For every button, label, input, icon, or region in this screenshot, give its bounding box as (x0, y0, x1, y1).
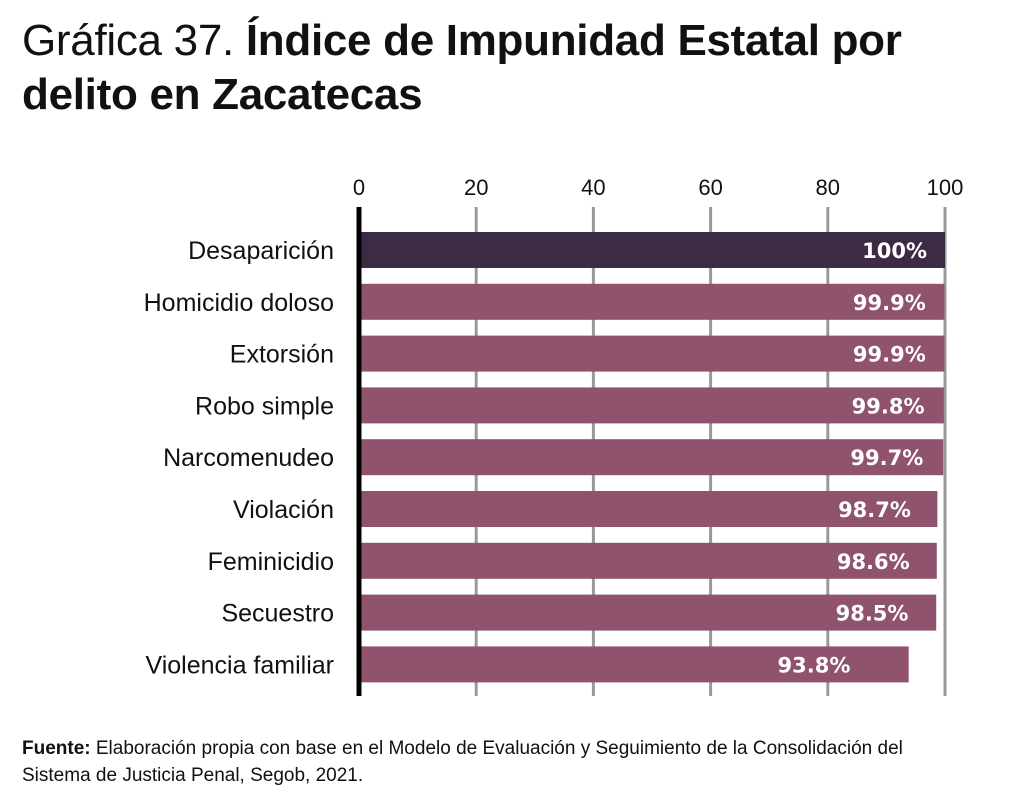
chart-title-lead: Gráfica 37. (22, 16, 234, 65)
bar (359, 491, 938, 527)
category-label: Violencia familiar (145, 651, 334, 679)
x-tick-label: 60 (698, 175, 722, 200)
x-axis-ticks: 0 20 40 60 80 100 (353, 175, 963, 200)
value-label: 99.9% (853, 343, 926, 367)
category-label: Robo simple (195, 392, 334, 420)
source-text: Elaboración propia con base en el Modelo… (22, 738, 903, 786)
value-label: 93.8% (778, 653, 851, 677)
chart-title-main: Índice de Impunidad Estatal por delito e… (22, 16, 902, 119)
bar (359, 232, 945, 268)
bar (359, 542, 937, 579)
x-tick-label: 40 (581, 175, 605, 200)
source-note: Fuente: Elaboración propia con base en e… (22, 735, 922, 789)
bar (359, 283, 945, 320)
bar (359, 646, 909, 683)
value-labels: 100% 99.9% 99.9% 99.8% 99.7% 98.7% 98.6% 98.5% 9… (778, 239, 927, 677)
category-label: Secuestro (221, 600, 334, 628)
bar (359, 594, 937, 631)
category-label: Feminicidio (208, 548, 334, 576)
category-label: Desaparición (188, 237, 334, 265)
source-label: Fuente: (22, 738, 91, 759)
bar (359, 387, 944, 424)
value-label: 100% (862, 239, 927, 263)
value-label: 98.5% (836, 602, 909, 626)
bar (359, 439, 944, 476)
value-label: 99.8% (852, 394, 925, 418)
bar (359, 335, 945, 372)
value-label: 99.9% (853, 291, 926, 315)
bars (359, 232, 945, 683)
category-label: Violación (233, 496, 334, 524)
value-label: 99.7% (850, 446, 923, 470)
category-label: Homicidio doloso (144, 289, 334, 317)
category-label: Narcomenudeo (163, 444, 334, 472)
category-labels: Desaparición Homicidio doloso Extorsión Rob… (144, 237, 334, 679)
chart-title: Gráfica 37. Índice de Impunidad Estatal … (22, 14, 1020, 122)
x-tick-label: 80 (816, 175, 840, 200)
x-tick-label: 100 (927, 175, 964, 200)
x-tick-label: 20 (464, 175, 488, 200)
value-label: 98.7% (838, 498, 911, 522)
value-label: 98.6% (837, 550, 910, 574)
x-tick-label: 0 (353, 175, 365, 200)
category-label: Extorsión (230, 341, 334, 369)
